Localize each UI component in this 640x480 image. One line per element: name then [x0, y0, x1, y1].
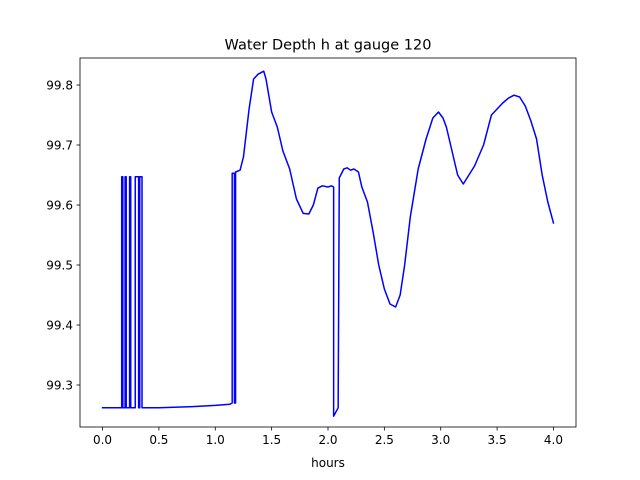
x-tick-label: 1.0: [206, 433, 225, 447]
x-tick-label: 3.0: [431, 433, 450, 447]
chart-title: Water Depth h at gauge 120: [225, 38, 432, 54]
x-axis-label: hours: [311, 456, 345, 470]
y-tick-label: 99.6: [46, 198, 73, 212]
y-tick-label: 99.5: [46, 258, 73, 272]
series-layer: [101, 70, 555, 417]
y-tick-label: 99.7: [46, 138, 73, 152]
y-tick-label: 99.4: [46, 318, 73, 332]
x-tick-label: 2.5: [375, 433, 394, 447]
y-tick-label: 99.3: [46, 378, 73, 392]
x-tick-label: 1.5: [262, 433, 281, 447]
x-axis-ticks: 0.0 0.5 1.0 1.5 2.0 2.5 3.0 3.5 4.0: [93, 427, 563, 447]
x-tick-label: 4.0: [544, 433, 563, 447]
y-axis-ticks: 99.3 99.4 99.5 99.6 99.7 99.8: [46, 78, 80, 392]
x-tick-label: 0.0: [93, 433, 112, 447]
x-tick-label: 3.5: [488, 433, 507, 447]
x-tick-label: 2.0: [318, 433, 337, 447]
series-line-0: [101, 70, 555, 417]
y-tick-label: 99.8: [46, 78, 73, 92]
x-tick-label: 0.5: [149, 433, 168, 447]
